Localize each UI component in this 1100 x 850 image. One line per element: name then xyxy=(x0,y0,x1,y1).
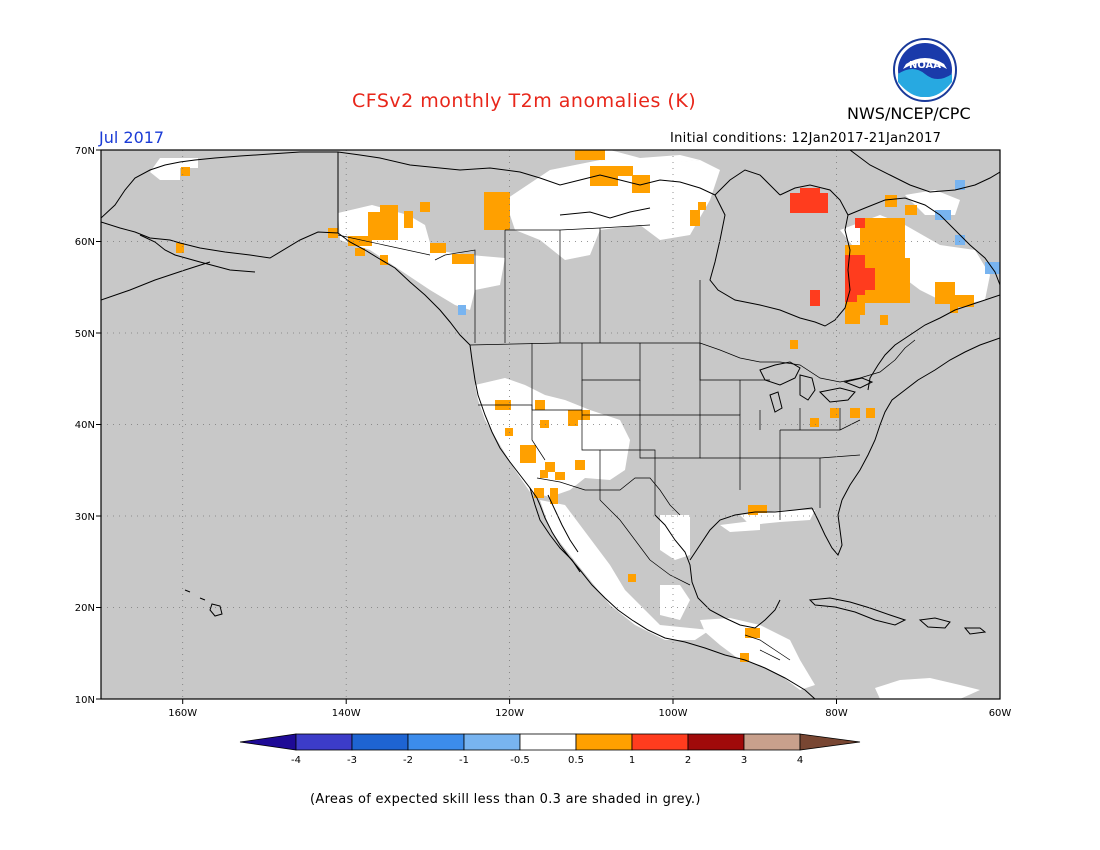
colorbar-segment xyxy=(519,733,577,751)
colorbar-labels: -4 -3 -2 -1 -0.5 0.5 1 2 3 4 xyxy=(291,755,803,766)
coastlines xyxy=(101,150,1000,699)
lat-tick-label: 60N xyxy=(75,237,95,248)
colorbar-segment xyxy=(743,733,801,751)
political-borders xyxy=(337,224,916,661)
colorbar-segment xyxy=(407,733,465,751)
colorbar-label: -2 xyxy=(403,755,413,766)
lon-tick-label: 120W xyxy=(495,708,524,719)
colorbar-label: 1 xyxy=(629,755,635,766)
colorbar-label: 4 xyxy=(797,755,803,766)
lon-tick-label: 80W xyxy=(825,708,848,719)
colorbar-label: -0.5 xyxy=(510,755,530,766)
chart-title: CFSv2 monthly T2m anomalies (K) xyxy=(352,90,697,112)
lat-tick-label: 20N xyxy=(75,603,95,614)
target-month-label: Jul 2017 xyxy=(99,128,165,147)
lat-tick-label: 50N xyxy=(75,329,95,340)
colorbar-segment xyxy=(295,733,353,751)
colorbar-label: 0.5 xyxy=(568,755,584,766)
colorbar-segment xyxy=(463,733,521,751)
colorbar-left-arrow xyxy=(239,733,297,751)
svg-text:NOAA: NOAA xyxy=(909,60,941,71)
agency-label: NWS/NCEP/CPC xyxy=(847,104,971,123)
longitude-axis: 160W 140W 120W 100W 80W 60W xyxy=(168,699,1011,719)
noaa-logo: NOAA xyxy=(893,38,957,102)
latitude-axis: 70N 60N 50N 40N 30N 20N 10N xyxy=(75,146,101,706)
colorbar-segment xyxy=(575,733,633,751)
lat-tick-label: 40N xyxy=(75,420,95,431)
colorbar-label: 2 xyxy=(685,755,691,766)
lat-tick-label: 30N xyxy=(75,512,95,523)
colorbar-segment xyxy=(351,733,409,751)
colorbar-label: -4 xyxy=(291,755,301,766)
skill-footnote: (Areas of expected skill less than 0.3 a… xyxy=(310,792,701,807)
colorbar-segment xyxy=(631,733,689,751)
colorbar: -4 -3 -2 -1 -0.5 0.5 1 2 3 4 xyxy=(239,733,861,766)
colorbar-segments xyxy=(295,733,801,751)
colorbar-label: 3 xyxy=(741,755,747,766)
lat-tick-label: 10N xyxy=(75,695,95,706)
lon-tick-label: 60W xyxy=(989,708,1012,719)
lat-tick-label: 70N xyxy=(75,146,95,157)
lon-tick-label: 160W xyxy=(168,708,197,719)
lon-tick-label: 140W xyxy=(332,708,361,719)
colorbar-label: -1 xyxy=(459,755,469,766)
initial-conditions-label: Initial conditions: 12Jan2017-21Jan2017 xyxy=(670,131,942,146)
lon-tick-label: 100W xyxy=(659,708,688,719)
colorbar-right-arrow xyxy=(799,733,861,751)
colorbar-label: -3 xyxy=(347,755,357,766)
colorbar-segment xyxy=(687,733,745,751)
